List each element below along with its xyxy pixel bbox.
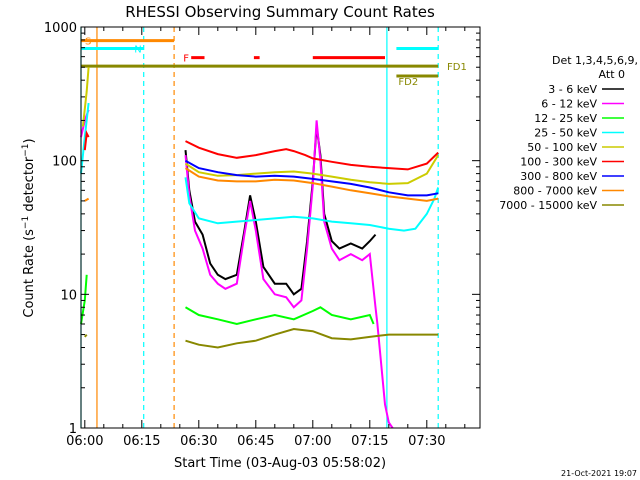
legend-label: 12 - 25 keV	[534, 112, 597, 125]
series-line	[185, 140, 439, 171]
series-line	[184, 120, 394, 429]
legend-label: 50 - 100 keV	[527, 141, 597, 154]
series-line	[184, 154, 440, 185]
chart-title: RHESSI Observing Summary Count Rates	[125, 3, 435, 21]
y-axis-label-exp2: −1	[21, 143, 31, 156]
legend-label: 300 - 800 keV	[520, 170, 597, 183]
y-axis-label-main: Count Rate (s	[22, 229, 37, 318]
series-line	[184, 177, 440, 232]
legend-label: 3 - 6 keV	[548, 83, 597, 96]
segment-label: FD2	[398, 77, 418, 88]
y-tick-label: 1	[69, 422, 77, 437]
legend-label: 6 - 12 keV	[541, 98, 597, 111]
y-tick-label: 1000	[44, 21, 77, 36]
series-line	[81, 67, 90, 127]
series-line	[185, 159, 439, 197]
y-tick-label: 10	[60, 288, 77, 303]
x-tick-label: 06:45	[237, 434, 274, 449]
x-tick-label: 07:00	[294, 434, 331, 449]
series-line	[84, 197, 90, 202]
legend-header-attenuator: Att 0	[599, 68, 625, 81]
x-tick-label: 07:15	[351, 434, 388, 449]
series-line	[184, 167, 439, 202]
timestamp: 21-Oct-2021 19:07	[561, 469, 637, 478]
segment-label: FD1	[447, 62, 467, 73]
x-tick-label: 06:00	[66, 434, 103, 449]
series-line	[184, 126, 377, 296]
y-axis-label-exp1: −1	[21, 216, 31, 229]
plot-frame	[80, 26, 481, 429]
series-line	[84, 333, 88, 338]
segment-label: S	[85, 37, 91, 48]
series-layer	[80, 67, 440, 429]
x-axis-label: Start Time (03-Aug-03 05:58:02)	[174, 456, 386, 471]
y-axis-ticks: 1 10 100 1000	[44, 21, 480, 437]
x-axis-ticks: 06:00 06:15 06:30 06:45 07:00 07:15 07:30	[66, 27, 466, 449]
x-tick-label: 07:30	[408, 434, 445, 449]
x-tick-label: 06:15	[123, 434, 160, 449]
y-tick-label: 100	[52, 155, 77, 170]
x-tick-label: 06:30	[180, 434, 217, 449]
legend-label: 7000 - 15000 keV	[499, 199, 597, 212]
legend-label: 100 - 300 keV	[520, 156, 597, 169]
legend-label: 25 - 50 keV	[534, 127, 597, 140]
legend-label: 800 - 7000 keV	[513, 185, 597, 198]
series-line	[185, 327, 439, 349]
series-line	[83, 130, 90, 151]
legend-header-detectors: Det 1,3,4,5,6,9,	[552, 54, 638, 67]
y-axis-label: Count Rate (s−1 detector−1)	[21, 138, 37, 317]
y-axis-label-end: )	[22, 138, 37, 143]
series-line	[184, 306, 375, 326]
y-axis-label-mid: detector	[22, 156, 37, 216]
legend: Det 1,3,4,5,6,9, Att 0 3 - 6 keV 6 - 12 k…	[499, 54, 638, 212]
series-line	[80, 102, 90, 174]
segment-label: N	[134, 45, 141, 56]
segment-label: F	[183, 54, 189, 65]
